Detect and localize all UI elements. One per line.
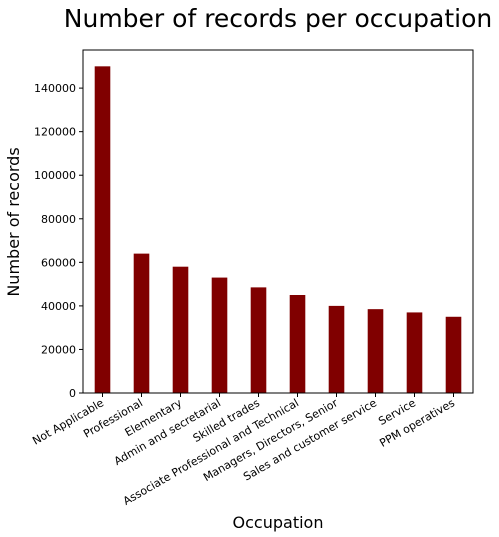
bar-2 bbox=[172, 266, 189, 393]
y-tick-label: 20000 bbox=[41, 343, 76, 356]
y-tick-label: 120000 bbox=[34, 126, 76, 139]
bar-4 bbox=[250, 287, 267, 393]
x-axis-label: Occupation bbox=[233, 513, 324, 532]
plot-frame bbox=[82, 49, 474, 394]
bar-6 bbox=[328, 305, 345, 393]
bar-0 bbox=[94, 66, 111, 393]
chart-title: Number of records per occupation bbox=[64, 4, 492, 33]
y-tick-label: 0 bbox=[69, 387, 76, 400]
bar-3 bbox=[211, 277, 228, 393]
y-tick-label: 80000 bbox=[41, 213, 76, 226]
x-axis-ticks: Not ApplicableProfessionalElementaryAdmi… bbox=[30, 393, 457, 508]
bar-1 bbox=[133, 253, 150, 393]
y-tick-label: 140000 bbox=[34, 82, 76, 95]
y-tick-label: 100000 bbox=[34, 169, 76, 182]
bars-group bbox=[94, 66, 462, 393]
y-tick-label: 60000 bbox=[41, 256, 76, 269]
bar-7 bbox=[367, 309, 384, 393]
y-axis-label: Number of records bbox=[4, 147, 23, 296]
y-tick-label: 40000 bbox=[41, 300, 76, 313]
bar-9 bbox=[445, 316, 462, 393]
y-axis-ticks: 0 20000 40000 60000 80000 100000 120000 140000 bbox=[34, 82, 83, 400]
bar-5 bbox=[289, 295, 306, 393]
bar-8 bbox=[406, 312, 423, 393]
